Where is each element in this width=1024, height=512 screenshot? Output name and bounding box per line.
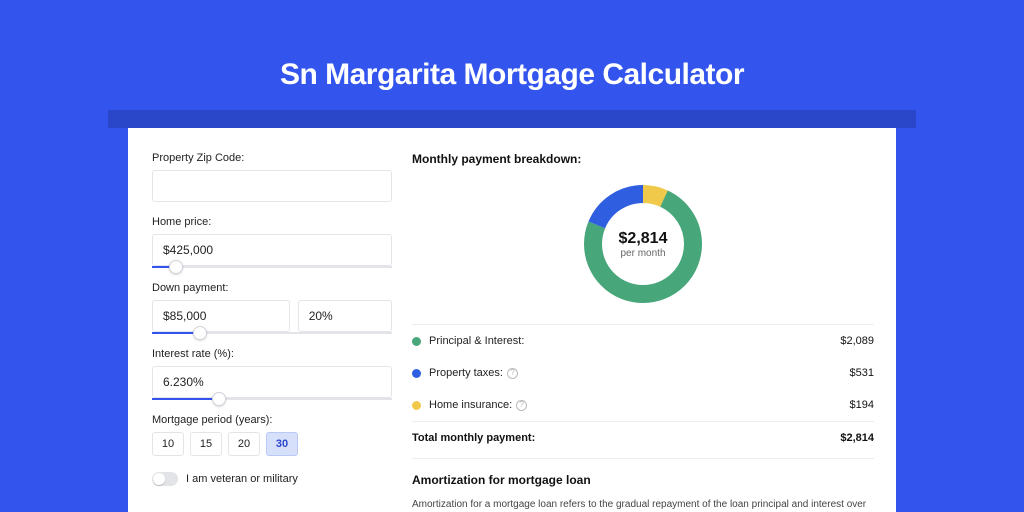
veteran-toggle[interactable] bbox=[152, 472, 178, 486]
form-column: Property Zip Code: Home price: Down paym… bbox=[152, 152, 392, 512]
amortization-title: Amortization for mortgage loan bbox=[412, 473, 874, 487]
page-root: Sn Margarita Mortgage Calculator Propert… bbox=[0, 0, 1024, 512]
veteran-label: I am veteran or military bbox=[186, 473, 298, 485]
down-payment-slider-thumb[interactable] bbox=[193, 326, 207, 340]
breakdown-title: Monthly payment breakdown: bbox=[412, 152, 874, 166]
legend: Principal & Interest: $2,089 Property taxe… bbox=[412, 324, 874, 421]
card-shadow-band bbox=[108, 110, 916, 128]
veteran-row: I am veteran or military bbox=[152, 472, 392, 486]
period-btn-20[interactable]: 20 bbox=[228, 432, 260, 456]
field-period: Mortgage period (years): 10152030 bbox=[152, 414, 392, 456]
legend-label-text: Property taxes: bbox=[429, 367, 503, 379]
interest-rate-label: Interest rate (%): bbox=[152, 348, 392, 360]
down-payment-slider[interactable] bbox=[152, 332, 392, 334]
legend-row: Property taxes:? $531 bbox=[412, 357, 874, 389]
legend-value: $2,089 bbox=[840, 335, 874, 347]
legend-label: Home insurance:? bbox=[429, 399, 527, 411]
legend-row: Principal & Interest: $2,089 bbox=[412, 325, 874, 357]
donut-amount: $2,814 bbox=[619, 230, 668, 248]
period-button-group: 10152030 bbox=[152, 432, 392, 456]
field-home-price: Home price: bbox=[152, 216, 392, 268]
interest-rate-slider-fill bbox=[152, 398, 219, 400]
page-title: Sn Margarita Mortgage Calculator bbox=[0, 0, 1024, 92]
legend-dot bbox=[412, 401, 421, 410]
total-label: Total monthly payment: bbox=[412, 432, 535, 444]
field-zip: Property Zip Code: bbox=[152, 152, 392, 202]
legend-value: $531 bbox=[850, 367, 874, 379]
period-btn-10[interactable]: 10 bbox=[152, 432, 184, 456]
info-icon[interactable]: ? bbox=[507, 368, 518, 379]
calculator-card: Property Zip Code: Home price: Down paym… bbox=[128, 128, 896, 512]
down-payment-percent-input[interactable] bbox=[298, 300, 392, 332]
interest-rate-input[interactable] bbox=[152, 366, 392, 398]
donut-subtext: per month bbox=[620, 248, 665, 259]
amortization-block: Amortization for mortgage loan Amortizat… bbox=[412, 458, 874, 512]
legend-dot bbox=[412, 369, 421, 378]
donut-wrap: $2,814 per month bbox=[412, 180, 874, 308]
field-down-payment: Down payment: bbox=[152, 282, 392, 334]
interest-rate-slider-thumb[interactable] bbox=[212, 392, 226, 406]
home-price-label: Home price: bbox=[152, 216, 392, 228]
field-interest-rate: Interest rate (%): bbox=[152, 348, 392, 400]
legend-value: $194 bbox=[850, 399, 874, 411]
zip-label: Property Zip Code: bbox=[152, 152, 392, 164]
interest-rate-slider[interactable] bbox=[152, 398, 392, 400]
donut-chart: $2,814 per month bbox=[579, 180, 707, 308]
total-row: Total monthly payment: $2,814 bbox=[412, 421, 874, 458]
breakdown-column: Monthly payment breakdown: $2,814 per mo… bbox=[412, 152, 874, 512]
down-payment-label: Down payment: bbox=[152, 282, 392, 294]
period-label: Mortgage period (years): bbox=[152, 414, 392, 426]
zip-input[interactable] bbox=[152, 170, 392, 202]
legend-dot bbox=[412, 337, 421, 346]
legend-label: Property taxes:? bbox=[429, 367, 518, 379]
legend-row: Home insurance:? $194 bbox=[412, 389, 874, 421]
info-icon[interactable]: ? bbox=[516, 400, 527, 411]
period-btn-30[interactable]: 30 bbox=[266, 432, 298, 456]
home-price-slider[interactable] bbox=[152, 266, 392, 268]
down-payment-amount-input[interactable] bbox=[152, 300, 290, 332]
home-price-slider-thumb[interactable] bbox=[169, 260, 183, 274]
legend-label: Principal & Interest: bbox=[429, 335, 524, 347]
period-btn-15[interactable]: 15 bbox=[190, 432, 222, 456]
legend-label-text: Home insurance: bbox=[429, 399, 512, 411]
donut-center: $2,814 per month bbox=[579, 180, 707, 308]
total-value: $2,814 bbox=[840, 432, 874, 444]
amortization-text: Amortization for a mortgage loan refers … bbox=[412, 497, 874, 512]
legend-label-text: Principal & Interest: bbox=[429, 335, 524, 347]
home-price-input[interactable] bbox=[152, 234, 392, 266]
